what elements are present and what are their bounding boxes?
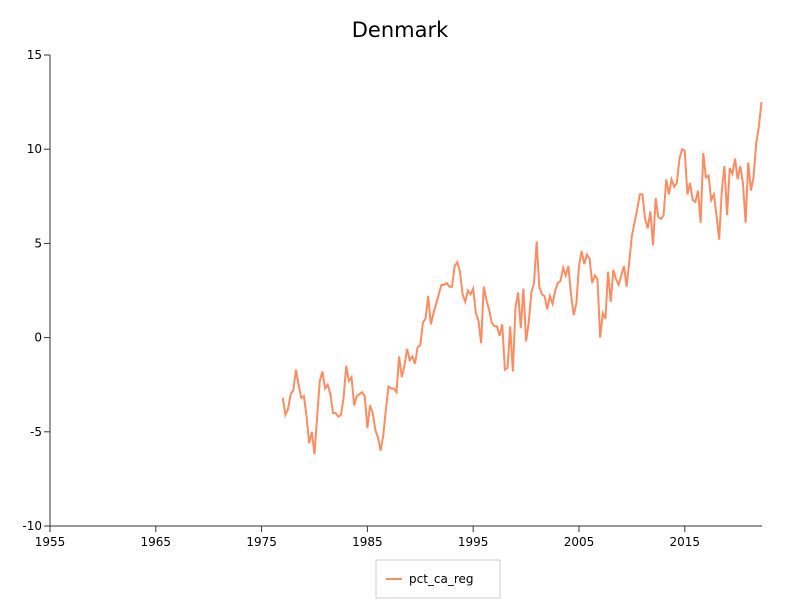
y-tick-label: 10 [27,142,42,156]
x-tick-label: 1955 [35,535,66,549]
x-tick-label: 1985 [352,535,383,549]
legend-label: pct_ca_reg [409,572,474,586]
x-tick-label: 2005 [564,535,595,549]
y-tick-label: -5 [30,425,42,439]
x-tick-label: 1995 [458,535,489,549]
y-tick-label: 15 [27,48,42,62]
data-line [281,101,763,455]
x-tick-label: 2015 [669,535,700,549]
x-tick-label: 1975 [246,535,277,549]
y-tick-label: 0 [34,331,42,345]
y-tick-label: 5 [34,236,42,250]
x-tick-label: 1965 [141,535,172,549]
y-tick-label: -10 [22,519,42,533]
chart-title: Denmark [352,18,449,42]
